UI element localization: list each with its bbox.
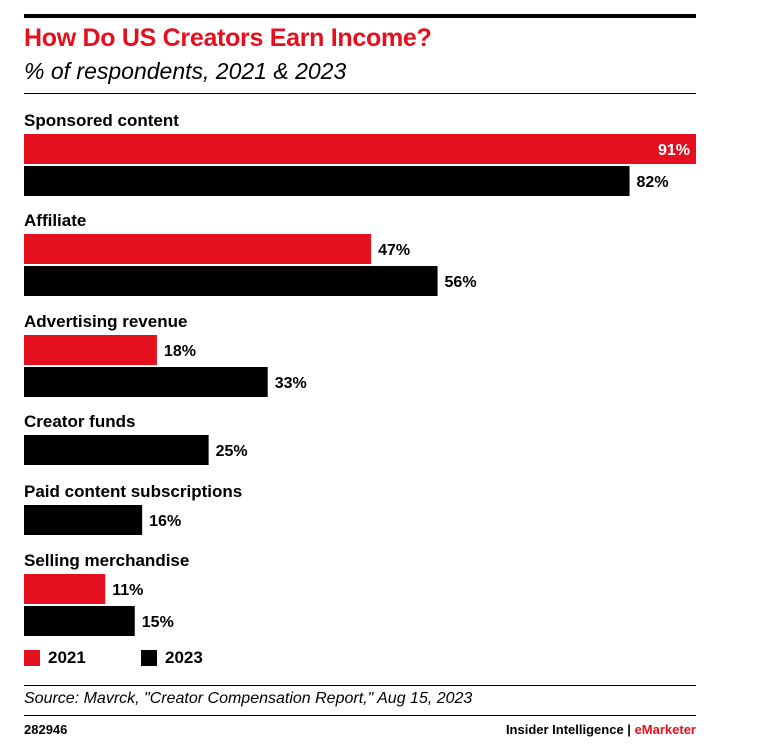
bar-chart: Sponsored content 91% 82% Affiliate 47% 56% Ad… (24, 111, 696, 636)
bar-sponsored-content-2021 (24, 134, 696, 164)
legend-item-2021: 2021 (24, 648, 86, 668)
bar-affiliate-2021 (24, 234, 372, 264)
value-label-paid-content-subscriptions-2023: 16% (149, 513, 181, 530)
category-label-creator-funds: Creator funds (24, 412, 135, 431)
value-label-affiliate-2021: 47% (378, 242, 410, 259)
footer-divider (24, 715, 696, 716)
category-label-paid-content-subscriptions: Paid content subscriptions (24, 482, 242, 501)
brand-prefix: Insider Intelligence | (505, 722, 635, 737)
bar-selling-merchandise-2023 (24, 606, 135, 636)
brand-credit: Insider Intelligence | eMarketer (506, 722, 696, 737)
value-label-creator-funds-2023: 25% (216, 443, 248, 460)
bar-selling-merchandise-2021 (24, 574, 106, 604)
category-label-affiliate: Affiliate (24, 211, 86, 230)
bar-paid-content-subscriptions-2023 (24, 505, 143, 535)
value-label-advertising-revenue-2021: 18% (164, 343, 196, 360)
legend-swatch-2023 (141, 650, 157, 666)
bar-sponsored-content-2023 (24, 166, 630, 196)
source-note: Source: Mavrck, "Creator Compensation Re… (24, 690, 473, 707)
bar-creator-funds-2023 (24, 435, 209, 465)
value-label-selling-merchandise-2023: 15% (142, 614, 174, 631)
value-label-advertising-revenue-2023: 33% (275, 375, 307, 392)
chart-title: How Do US Creators Earn Income? (24, 24, 432, 52)
bar-advertising-revenue-2023 (24, 367, 268, 397)
legend-swatch-2021 (24, 650, 40, 666)
bar-affiliate-2023 (24, 266, 438, 296)
value-label-selling-merchandise-2021: 11% (112, 582, 143, 599)
brand-name: eMarketer (634, 722, 696, 737)
bar-advertising-revenue-2021 (24, 335, 157, 365)
legend-label-2021: 2021 (48, 648, 86, 667)
category-label-sponsored-content: Sponsored content (24, 111, 179, 130)
header-divider (24, 93, 696, 94)
legend-label-2023: 2023 (165, 648, 203, 667)
value-label-affiliate-2023: 56% (445, 274, 477, 291)
top-rule (24, 14, 696, 18)
value-label-sponsored-content-2021: 91% (658, 142, 690, 159)
source-divider (24, 685, 696, 686)
value-label-sponsored-content-2023: 82% (637, 174, 669, 191)
category-label-advertising-revenue: Advertising revenue (24, 312, 187, 331)
legend-item-2023: 2023 (141, 648, 203, 668)
chart-id: 282946 (24, 722, 68, 737)
chart-subtitle: % of respondents, 2021 & 2023 (24, 58, 347, 84)
category-label-selling-merchandise: Selling merchandise (24, 551, 189, 570)
